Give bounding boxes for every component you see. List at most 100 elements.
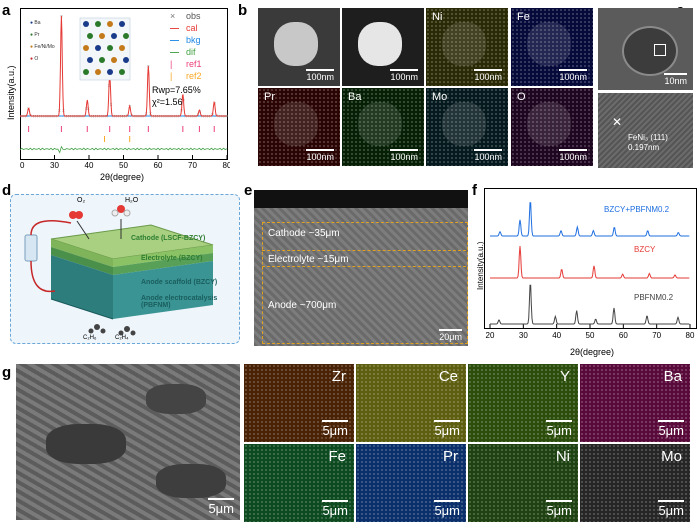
hrtem-lattice: ✕ FeNi₃ (111) 0.197nm bbox=[598, 93, 693, 168]
layer-cathode-label: Cathode (LSCF-BZCY) bbox=[131, 235, 206, 242]
tile-element-label: Pr bbox=[264, 91, 275, 103]
obs-point: × bbox=[188, 114, 191, 120]
eds-element-label: Fe bbox=[328, 448, 346, 465]
obs-point: × bbox=[29, 113, 32, 119]
obs-point: × bbox=[139, 114, 142, 120]
tile-particle bbox=[527, 102, 571, 146]
atom bbox=[119, 69, 125, 75]
particle-outline bbox=[622, 26, 678, 76]
legend-ref1-label: ref1 bbox=[186, 59, 202, 69]
lattice-marker: ✕ bbox=[612, 115, 623, 129]
tem-tile-fe: Fe 100nm bbox=[511, 8, 593, 86]
f-series-line-1 bbox=[490, 245, 690, 279]
eds-element-label: Ni bbox=[555, 448, 570, 465]
tile-particle bbox=[442, 22, 486, 66]
obs-point: × bbox=[50, 114, 53, 120]
obs-point: × bbox=[130, 113, 133, 119]
layer-boundary-box bbox=[262, 222, 468, 344]
lattice-spacing: 0.197nm bbox=[628, 143, 660, 152]
obs-point: × bbox=[151, 114, 154, 120]
tem-tile-ni: Ni 100nm bbox=[426, 8, 508, 86]
eds-map-fe: Fe 5μm bbox=[244, 444, 354, 522]
obs-point: × bbox=[21, 114, 24, 120]
obs-point: × bbox=[153, 114, 156, 120]
obs-point: × bbox=[64, 114, 67, 120]
obs-point: × bbox=[39, 114, 42, 120]
tile-particle bbox=[358, 102, 402, 146]
tile-scale: 100nm bbox=[559, 149, 587, 162]
eds-element-label: Ce bbox=[438, 368, 458, 385]
xtick-label-40: 40 bbox=[85, 161, 94, 168]
tile-element-label: Ni bbox=[432, 11, 443, 23]
crystal-legend-fe-ni-mo: Fe/Ni/Mo bbox=[34, 44, 55, 50]
obs-point: × bbox=[93, 114, 96, 120]
obs-point: × bbox=[99, 114, 102, 120]
f-series-label-2: PBFNM0.2 bbox=[634, 293, 674, 302]
obs-point: × bbox=[215, 114, 218, 120]
xtick-label-70: 70 bbox=[188, 161, 197, 168]
obs-point: × bbox=[48, 114, 51, 120]
obs-point: × bbox=[174, 114, 177, 120]
tem-tile-pr: Pr 100nm bbox=[258, 88, 340, 166]
obs-point: × bbox=[45, 114, 48, 120]
f-xtick-label-30: 30 bbox=[519, 331, 528, 340]
legend-dif-symbol: — bbox=[170, 47, 179, 57]
series-dif bbox=[20, 145, 228, 154]
tile-element-label: Ba bbox=[348, 91, 362, 103]
lattice-annotation: FeNi₃ (111) 0.197nm bbox=[628, 133, 668, 153]
obs-point: × bbox=[203, 114, 206, 120]
obs-point: × bbox=[25, 114, 28, 120]
obs-point: × bbox=[95, 114, 98, 120]
panel-a-legend: × obs — cal — bkg — dif | ref1 | ref2 bbox=[170, 10, 202, 82]
obs-point: × bbox=[192, 114, 195, 120]
hrtem-overview: 10nm bbox=[598, 8, 693, 90]
obs-point: × bbox=[176, 114, 179, 120]
obs-point: × bbox=[207, 114, 210, 120]
obs-point: × bbox=[132, 114, 135, 120]
panel-b-label: b bbox=[238, 2, 248, 19]
obs-point: × bbox=[137, 114, 140, 120]
eds-scale: 5μm bbox=[322, 500, 348, 518]
obs-point: × bbox=[190, 114, 193, 120]
obs-point: × bbox=[76, 114, 79, 120]
eds-scale: 5μm bbox=[658, 420, 684, 438]
layer-electrolyte-label: Electrolyte (BZCY) bbox=[141, 255, 203, 262]
obs-point: × bbox=[223, 114, 226, 120]
panel-e-label: e bbox=[244, 182, 253, 199]
obs-point: × bbox=[83, 114, 86, 120]
sem-pore-2 bbox=[146, 384, 206, 414]
obs-point: × bbox=[209, 114, 212, 120]
cell-schematic: O₂ H₂O Cathode (LSCF-BZCY) Electrolyte (… bbox=[10, 194, 240, 344]
obs-point: × bbox=[41, 114, 44, 120]
legend-bkg-symbol: — bbox=[170, 35, 179, 45]
obs-point: × bbox=[163, 114, 166, 120]
atom bbox=[99, 57, 105, 63]
obs-point: × bbox=[70, 114, 73, 120]
atom bbox=[83, 69, 89, 75]
layer-anode-catalysis-label: Anode electrocatalysis (PBFNM) bbox=[141, 295, 218, 309]
xtick-label-20: 20 bbox=[20, 161, 25, 168]
crystal-legend-ba: Ba bbox=[34, 20, 41, 26]
obs-point: × bbox=[126, 113, 129, 119]
legend-obs-label: obs bbox=[186, 11, 201, 21]
panel-a-stats: Rwp=7.65% χ²=1.56 bbox=[152, 84, 201, 108]
eds-scale: 5μm bbox=[546, 420, 572, 438]
eds-element-label: Mo bbox=[661, 448, 682, 465]
obs-point: × bbox=[221, 114, 224, 120]
obs-point: × bbox=[97, 114, 100, 120]
electrolyte-thickness: Electrolyte ~15μm bbox=[268, 254, 349, 265]
crystal-legend: ● Ba ● Pr ● Fe/Ni/Mo ● O bbox=[30, 20, 55, 62]
tile-scale: 100nm bbox=[390, 149, 418, 162]
cell-illustration bbox=[24, 205, 214, 336]
obs-point: × bbox=[101, 114, 104, 120]
obs-point: × bbox=[161, 114, 164, 120]
series-cal bbox=[20, 15, 227, 117]
tile-particle bbox=[527, 22, 571, 66]
h2o-label: H₂O bbox=[125, 197, 139, 204]
tem-tile-mo: Mo 100nm bbox=[426, 88, 508, 166]
atom bbox=[119, 45, 125, 51]
panel-a-xticks: 20 30 40 50 60 70 80 bbox=[20, 155, 230, 168]
crystal-legend-pr: Pr bbox=[34, 32, 40, 38]
obs-point: × bbox=[79, 114, 82, 120]
obs-point: × bbox=[134, 114, 137, 120]
